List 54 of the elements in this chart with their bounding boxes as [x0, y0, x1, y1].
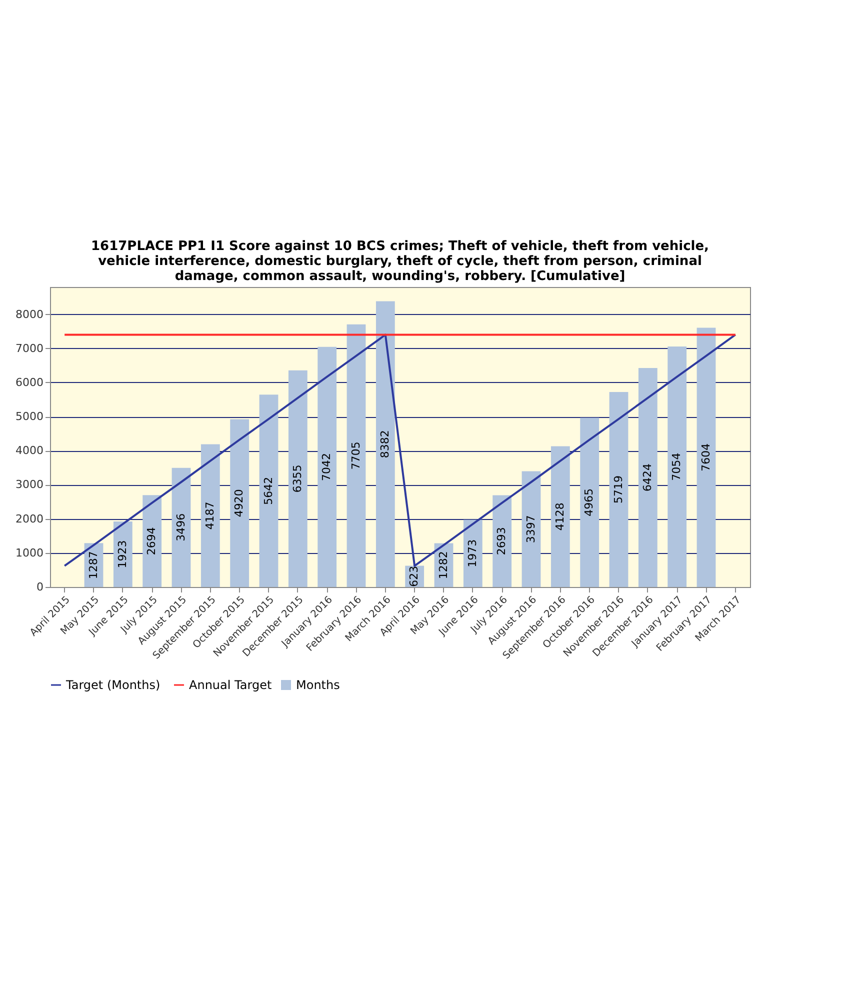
- bar: [522, 471, 541, 587]
- data-label: 7705: [349, 442, 362, 470]
- bar: [463, 520, 482, 587]
- bar: [492, 495, 512, 587]
- legend-label: Target (Months): [65, 678, 160, 692]
- bar: [668, 346, 687, 587]
- data-label: 1973: [466, 539, 479, 568]
- y-tick-label: 1000: [16, 546, 44, 560]
- data-label: 2694: [145, 527, 158, 556]
- legend-label: Annual Target: [189, 678, 272, 692]
- data-label: 1282: [436, 551, 450, 580]
- y-tick-label: 8000: [16, 308, 44, 321]
- data-label: 7042: [320, 452, 334, 481]
- data-label: 4128: [553, 502, 566, 531]
- data-label: 5719: [612, 476, 625, 504]
- data-label: 7054: [670, 452, 684, 481]
- data-label: 2693: [495, 527, 508, 556]
- bar: [142, 495, 162, 587]
- data-label: 3397: [524, 515, 538, 544]
- bar: [259, 394, 278, 587]
- y-tick-label: 4000: [16, 444, 44, 458]
- data-label: 4965: [582, 488, 596, 516]
- bar: [318, 346, 337, 587]
- chart-title: 1617PLACE PP1 I1 Score against 10 BCS crimes; Theft of vehicle, theft from vehicle, vehicle interference, domestic burglary, theft of cycle, theft from person, criminal damage, common assault, wounding's, robbery. [Cumulative]: [91, 239, 709, 284]
- bar: [550, 446, 570, 587]
- data-label: 4920: [232, 489, 246, 518]
- y-tick-label: 5000: [16, 410, 44, 424]
- data-label: 5642: [262, 476, 275, 505]
- y-tick-label: 3000: [16, 478, 44, 492]
- bar: [696, 328, 716, 587]
- data-label: 1923: [116, 540, 129, 568]
- y-tick-label: 6000: [16, 376, 44, 389]
- data-label: 623: [408, 566, 421, 587]
- bar: [288, 370, 308, 587]
- data-label: 7604: [699, 443, 712, 472]
- bar: [376, 301, 395, 587]
- bar: [638, 368, 658, 587]
- y-tick-label: 7000: [16, 342, 44, 355]
- data-label: 6424: [640, 464, 654, 492]
- data-label: 4187: [203, 502, 216, 530]
- bar: [609, 392, 628, 587]
- y-tick-label: 2000: [16, 512, 44, 526]
- y-tick-label: 0: [36, 580, 44, 594]
- data-label: 6355: [290, 464, 304, 493]
- data-label: 3496: [174, 513, 188, 542]
- bar: [580, 418, 600, 587]
- bar: [172, 468, 191, 587]
- bar: [346, 324, 366, 587]
- bar: [113, 521, 132, 587]
- legend-label: Months: [296, 678, 340, 692]
- bar: [200, 444, 220, 587]
- data-label: 1287: [86, 551, 100, 580]
- data-label: 8382: [378, 430, 392, 458]
- bar: [230, 419, 250, 587]
